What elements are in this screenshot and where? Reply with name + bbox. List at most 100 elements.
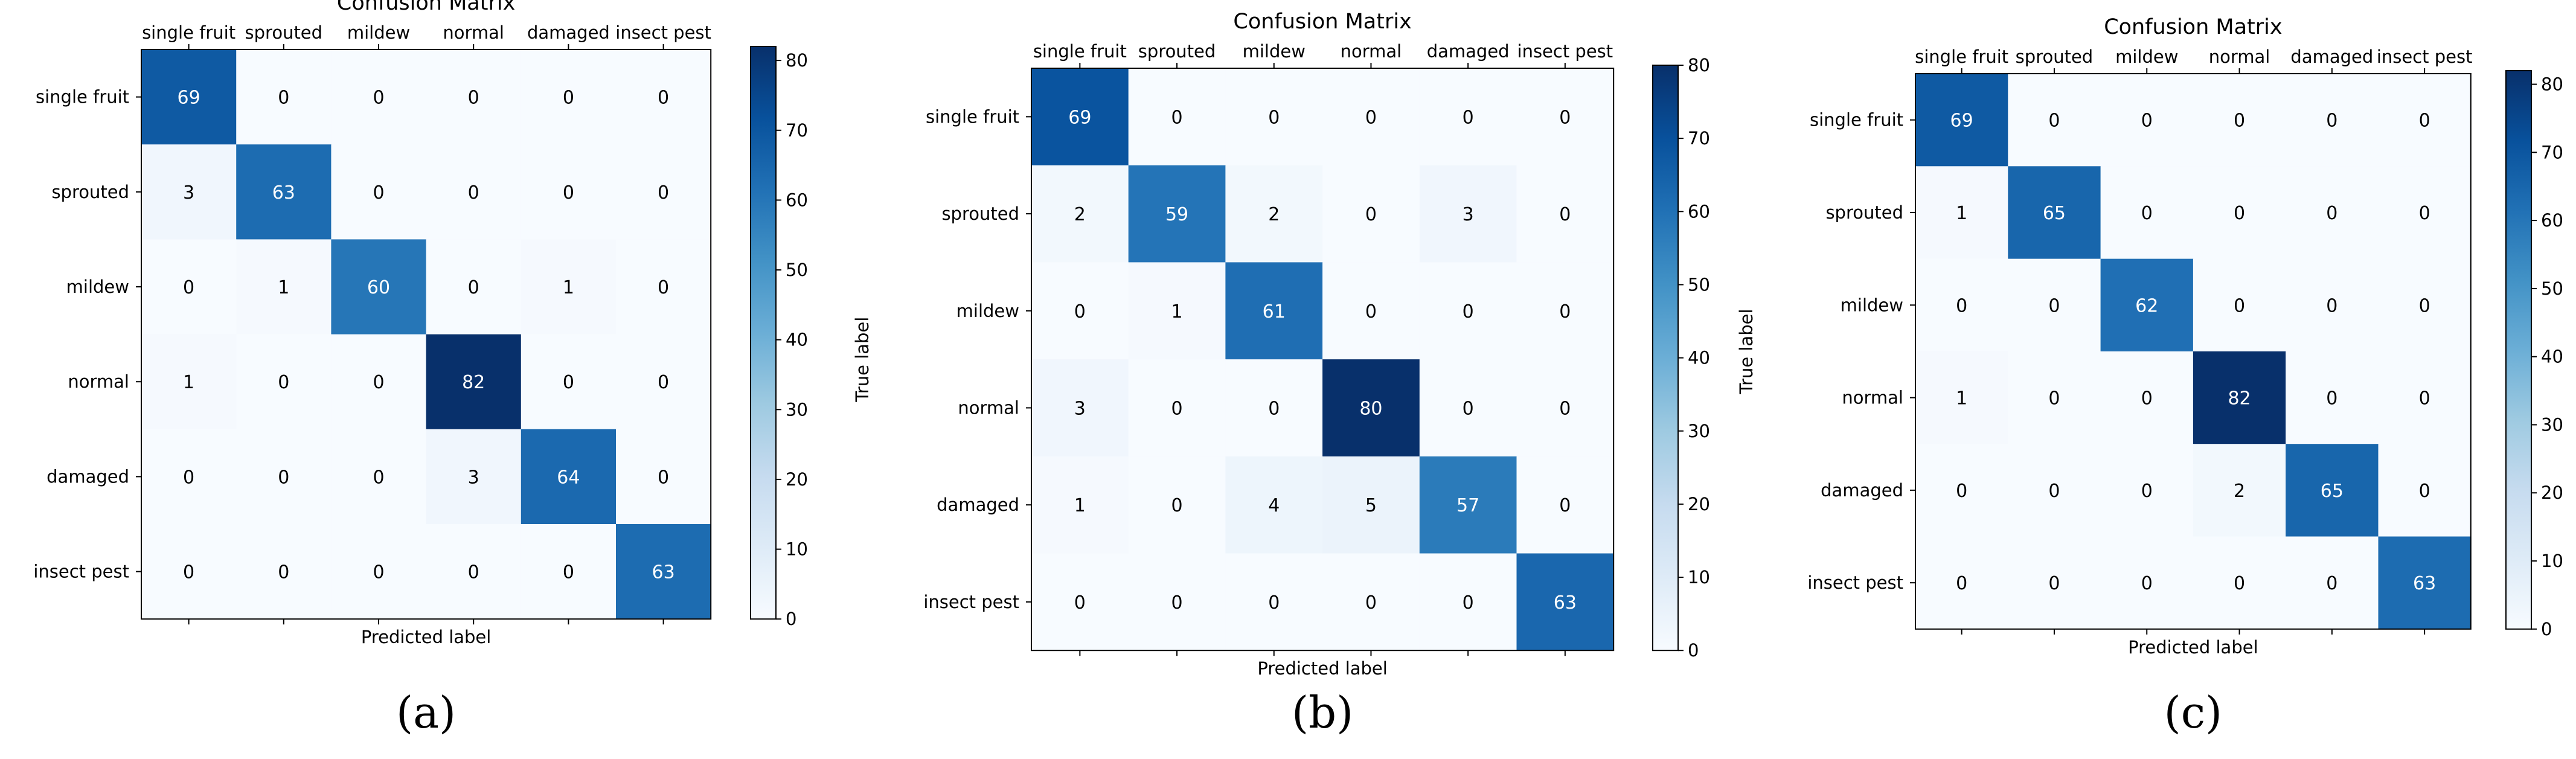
matrix-cell [141, 144, 237, 240]
cell-value: 65 [2321, 481, 2344, 502]
matrix-cell [1225, 553, 1323, 651]
cell-value: 0 [2234, 110, 2245, 132]
cell-value: 0 [2141, 388, 2153, 409]
matrix-cell [1322, 456, 1420, 554]
y-tick-label: sprouted [941, 203, 1019, 224]
matrix-cell [426, 50, 522, 145]
matrix-cell [141, 524, 237, 620]
matrix-cell [1322, 359, 1420, 457]
cell-value: 82 [2228, 388, 2251, 409]
colorbar-tick-label: 20 [786, 469, 808, 490]
x-tick-label: sprouted [1138, 41, 1216, 62]
matrix-cell [1128, 262, 1226, 360]
colorbar-tick-label: 20 [1688, 494, 1710, 514]
cell-value: 0 [2234, 573, 2245, 594]
cell-value: 0 [278, 372, 289, 393]
matrix-cell [2008, 536, 2101, 630]
cell-value: 1 [1171, 301, 1183, 322]
cell-value: 61 [1263, 301, 1286, 322]
cell-value: 57 [1456, 495, 1479, 516]
matrix-cell [2193, 351, 2286, 444]
cell-value: 0 [373, 88, 384, 109]
matrix-cell [2008, 258, 2101, 352]
x-tick-label: insect pest [1517, 41, 1613, 62]
matrix-cell [1419, 68, 1517, 166]
cell-value: 0 [2234, 203, 2245, 224]
cell-value: 3 [183, 182, 194, 203]
matrix-cell [426, 524, 522, 620]
matrix-cell [1516, 68, 1614, 166]
matrix-cell [2100, 74, 2194, 167]
matrix-cell [1128, 456, 1226, 554]
cell-value: 0 [563, 88, 574, 109]
matrix-cell [1419, 262, 1517, 360]
cell-value: 0 [658, 372, 669, 393]
x-tick-label: normal [2209, 46, 2270, 67]
cell-value: 0 [1074, 301, 1086, 322]
matrix-frame [1031, 68, 1615, 652]
y-tick-label: single fruit [1810, 110, 1903, 130]
matrix-cell [426, 239, 522, 335]
matrix-cell [2008, 166, 2101, 260]
x-tick-label: sprouted [2016, 46, 2094, 67]
y-tick-label: damaged [937, 495, 1019, 515]
x-axis-label: Predicted label [361, 627, 492, 647]
y-tick-label: normal [1842, 388, 1903, 408]
matrix-cell [1225, 68, 1323, 166]
cell-value: 82 [462, 372, 485, 393]
cell-value: 0 [1956, 481, 1967, 502]
matrix-cell [521, 50, 617, 145]
cell-value: 0 [468, 182, 479, 203]
colorbar-tick-label: 60 [1688, 201, 1710, 222]
colorbar-tick-label: 70 [786, 120, 808, 141]
matrix-cell [521, 429, 617, 525]
matrix-cell [1031, 359, 1129, 457]
cell-value: 0 [1956, 295, 1967, 316]
matrix-cell [1322, 262, 1420, 360]
colorbar-tick-label: 60 [2541, 210, 2563, 231]
panel-c: 69 0 0 0 0 01 65 0 0 0 00 0 62 0 0 01 0 0 82 0 00 0 0 2 65 00 0 0 0 0… [1736, 15, 2563, 738]
cell-value: 0 [1559, 398, 1571, 419]
cell-value: 63 [1554, 592, 1577, 613]
x-tick-label: single fruit [1033, 41, 1127, 62]
matrix-cell [236, 429, 332, 525]
cell-value: 0 [2419, 203, 2430, 224]
cell-value: 0 [2326, 110, 2337, 132]
cell-value: 0 [2419, 110, 2430, 132]
matrix-cell [1225, 456, 1323, 554]
cell-value: 1 [563, 277, 574, 298]
y-tick-label: sprouted [51, 182, 129, 202]
matrix-cell [1915, 536, 2008, 630]
cell-value: 0 [1463, 107, 1474, 128]
cell-value: 0 [563, 372, 574, 393]
x-tick-label: normal [443, 22, 504, 43]
colorbar-tick-label: 50 [1688, 274, 1710, 295]
colorbar-tick-label: 40 [786, 330, 808, 350]
cell-value: 0 [2419, 388, 2430, 409]
cell-value: 0 [1268, 398, 1280, 419]
matrix-cell [1322, 68, 1420, 166]
cell-value: 0 [1365, 301, 1377, 322]
x-tick-label: mildew [347, 22, 410, 43]
matrix-frame [1915, 73, 2472, 630]
cell-value: 0 [2048, 110, 2060, 132]
cell-value: 0 [278, 467, 289, 488]
cell-value: 0 [1171, 592, 1183, 613]
colorbar-tick-label: 50 [786, 260, 808, 280]
cell-value: 0 [1559, 301, 1571, 322]
cell-value: 0 [1365, 204, 1377, 225]
matrix-cell [616, 334, 711, 430]
matrix-cell [1516, 262, 1614, 360]
matrix-cell [236, 334, 332, 430]
panel-caption: (c) [2164, 687, 2223, 738]
matrix-cell [2286, 258, 2379, 352]
cell-value: 0 [468, 277, 479, 298]
matrix-cell [616, 50, 711, 145]
matrix-cell [1225, 165, 1323, 263]
matrix-frame [141, 49, 712, 620]
colorbar-tick-label: 30 [786, 399, 808, 420]
colorbar-tick-label: 70 [2541, 142, 2563, 162]
matrix-cell [1516, 359, 1614, 457]
matrix-cell [2378, 166, 2472, 260]
colorbar-tick-label: 10 [1688, 567, 1710, 588]
